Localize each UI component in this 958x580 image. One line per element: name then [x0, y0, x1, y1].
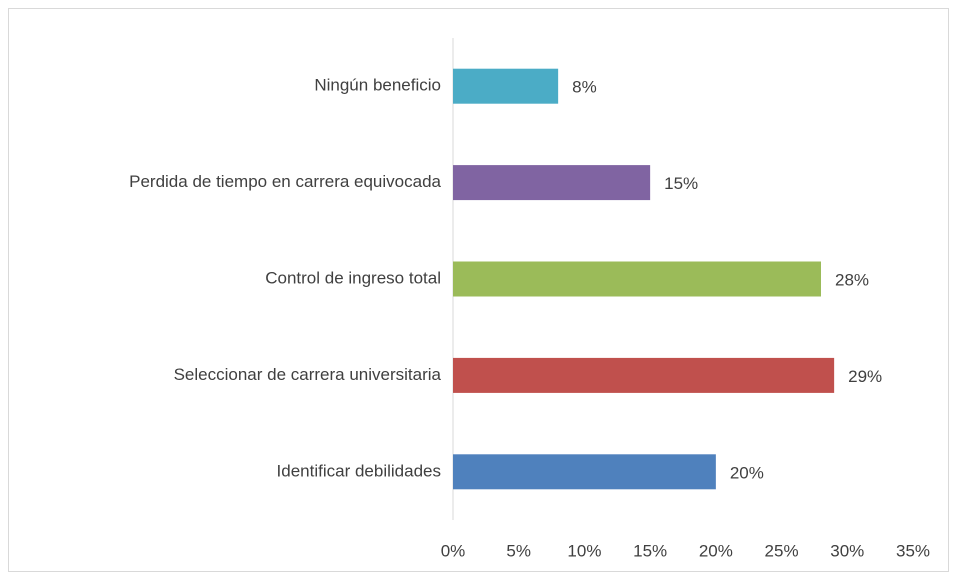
- x-tick-label: 25%: [765, 541, 799, 560]
- data-label: 29%: [848, 367, 882, 386]
- bar: [453, 357, 835, 393]
- x-tick-label: 30%: [830, 541, 864, 560]
- data-label: 20%: [730, 463, 764, 482]
- x-tick-label: 10%: [567, 541, 601, 560]
- y-tick-label: Perdida de tiempo en carrera equivocada: [129, 172, 441, 191]
- x-tick-label: 35%: [896, 541, 930, 560]
- y-tick-label: Control de ingreso total: [265, 268, 441, 287]
- x-tick-label: 15%: [633, 541, 667, 560]
- data-label: 8%: [572, 78, 597, 97]
- bar: [453, 454, 716, 490]
- bar: [453, 68, 559, 104]
- data-label: 28%: [835, 270, 869, 289]
- y-tick-label: Seleccionar de carrera universitaria: [174, 365, 442, 384]
- x-tick-label: 20%: [699, 541, 733, 560]
- bar: [453, 165, 651, 201]
- y-tick-label: Identificar debilidades: [277, 461, 441, 480]
- bar: [453, 261, 821, 297]
- y-tick-label: Ningún beneficio: [314, 76, 441, 95]
- x-tick-label: 5%: [506, 541, 531, 560]
- x-tick-label: 0%: [441, 541, 466, 560]
- data-label: 15%: [664, 174, 698, 193]
